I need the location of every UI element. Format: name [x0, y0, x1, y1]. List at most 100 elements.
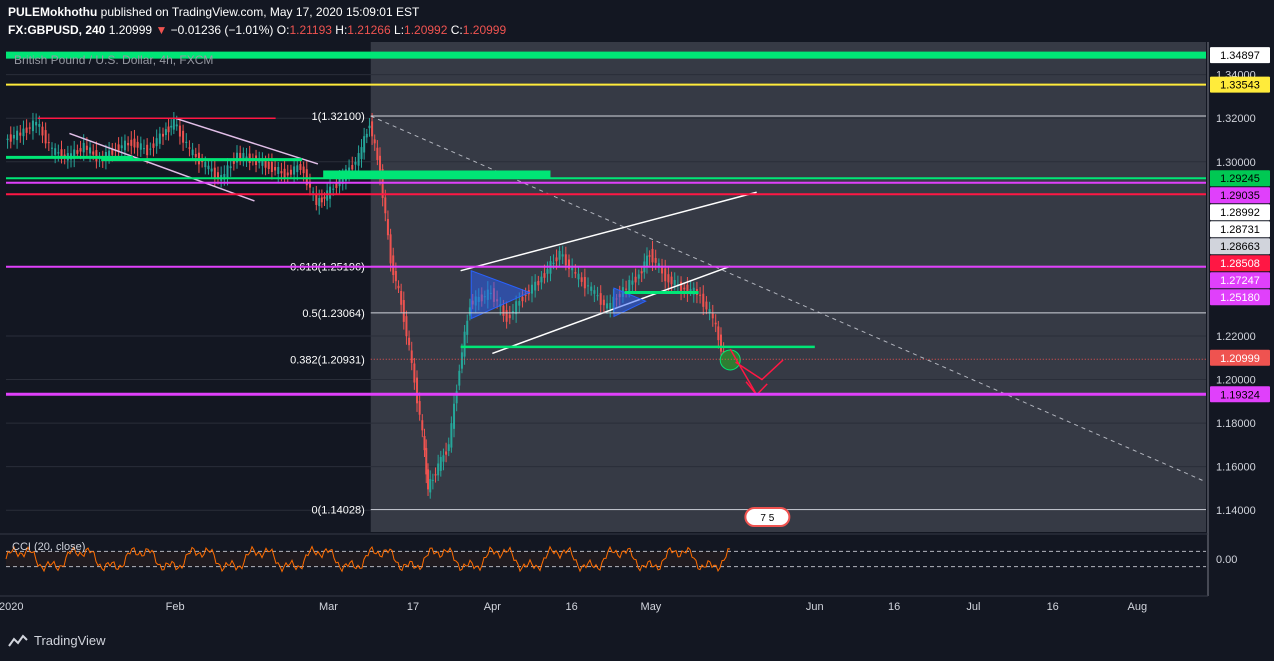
candle-body [558, 250, 561, 260]
candle-body [242, 153, 245, 161]
candle-body [326, 190, 329, 201]
candle-body [537, 280, 540, 286]
time-axis[interactable]: 2020 Feb Mar 17 Apr 16 May Jun 16 Jul 16 Aug [0, 595, 1208, 613]
candle-body [302, 166, 305, 174]
green-supply-zone [323, 170, 551, 178]
triangle-pattern-1 [470, 269, 531, 320]
cci-label: CCI (20, close) [12, 541, 85, 553]
red-arrow-icon [729, 348, 758, 396]
candle-body [50, 147, 53, 149]
low-label: L: [394, 23, 405, 37]
candle-body [552, 262, 555, 264]
candle-body [609, 302, 612, 309]
candle-body [634, 276, 637, 283]
price-tag-1.33543: 1.33543 [1220, 80, 1260, 92]
candle-body [434, 474, 437, 476]
candle-body [574, 272, 577, 274]
candle-body [368, 125, 371, 129]
candle-body [201, 161, 204, 163]
candle-body [689, 289, 692, 292]
candle-body [717, 326, 720, 341]
price-tag-bg-9 [1210, 289, 1270, 306]
candle-body [408, 337, 411, 346]
candle-body [524, 294, 527, 296]
candle-body [25, 127, 28, 133]
candle-body [437, 463, 440, 476]
time-tick-3: 17 [407, 601, 419, 613]
price-axis[interactable]: 1.14000 1.16000 1.18000 1.20000 1.22000 1.300… [1207, 42, 1274, 596]
candle-body [6, 138, 9, 140]
candle-body [73, 149, 76, 159]
candle-body [628, 279, 631, 292]
tradingview-brand: TradingView [34, 633, 106, 648]
candle-body [455, 391, 458, 404]
candle-body [460, 352, 463, 369]
candle-body [657, 263, 660, 268]
close-label: C: [450, 23, 463, 37]
candle-body [590, 286, 593, 291]
candle-body [312, 191, 315, 193]
channel-line-upper [174, 117, 319, 165]
channel-line-lower [69, 132, 255, 202]
candle-body [335, 183, 338, 188]
candle-body [645, 255, 648, 268]
close-value: 1.20999 [462, 23, 507, 37]
open-value: 1.21193 [289, 23, 332, 37]
candle-body [142, 148, 145, 150]
candle-body [511, 311, 514, 313]
fib-label-1: 1(1.32100) [312, 111, 365, 123]
candle-body [354, 161, 357, 165]
candle-body [379, 155, 382, 177]
candle-body [170, 125, 173, 128]
candle-body [283, 168, 286, 180]
red-zigzag-arrow [735, 359, 784, 381]
candle-body [188, 147, 191, 149]
candle-body [625, 288, 628, 290]
price-tag-1.28731: 1.28731 [1220, 224, 1260, 236]
candle-body [386, 219, 389, 236]
candle-body [164, 129, 167, 136]
candle-body [232, 160, 235, 164]
candle-body [76, 150, 79, 154]
cci-pane[interactable]: CCI (20, close) 0.00 [0, 533, 1237, 573]
last-price: 1.20999 [108, 23, 153, 37]
candle-body [182, 130, 185, 143]
price-tick-0: 1.14000 [1216, 505, 1256, 517]
open-label: O: [276, 23, 290, 37]
candle-body [172, 118, 175, 130]
price-change: −0.01236 (−1.01%) [170, 23, 274, 37]
fib-label-0: 0(1.14028) [312, 505, 365, 517]
author-name[interactable]: PULEMokhothu [8, 5, 98, 19]
price-tag-bg-5 [1210, 221, 1270, 238]
ohlc-row: FX:GBPUSD, 240 1.20999 ▼ −0.01236 (−1.01… [8, 23, 506, 37]
candle-body [540, 276, 543, 283]
candle-body [236, 152, 239, 163]
candle-body [226, 165, 229, 179]
candle-body [683, 287, 686, 290]
price-tag-1.25180: 1.25180 [1220, 292, 1260, 304]
candle-body [599, 293, 602, 305]
candle-body [515, 301, 518, 315]
candle-body [308, 181, 311, 188]
candle-body [152, 143, 155, 148]
high-value: 1.21266 [347, 23, 391, 37]
price-tag-bg-11 [1210, 386, 1270, 403]
candle-body [445, 451, 448, 455]
tradingview-logo[interactable]: TradingView [8, 633, 106, 648]
candle-body [123, 140, 126, 151]
candle-body [431, 479, 434, 481]
candle-body [41, 126, 44, 136]
published-text: published on TradingView.com, May 17, 20… [100, 5, 420, 19]
candle-body [505, 310, 508, 322]
candle-body [320, 197, 323, 203]
cci-tick-zero: 0.00 [1216, 554, 1237, 566]
candle-body [293, 166, 296, 175]
candle-body [593, 290, 596, 294]
symbol-label[interactable]: FX:GBPUSD, 240 [8, 23, 106, 37]
event-badge: 7 5 [760, 513, 774, 524]
price-tag-bg-8 [1210, 272, 1270, 289]
candle-body [708, 309, 711, 313]
candle-body [9, 134, 12, 142]
price-chart[interactable]: 1(1.32100)0.618(1.25196)0.5(1.23064)0.38… [0, 42, 1274, 626]
candle-body [661, 266, 664, 274]
